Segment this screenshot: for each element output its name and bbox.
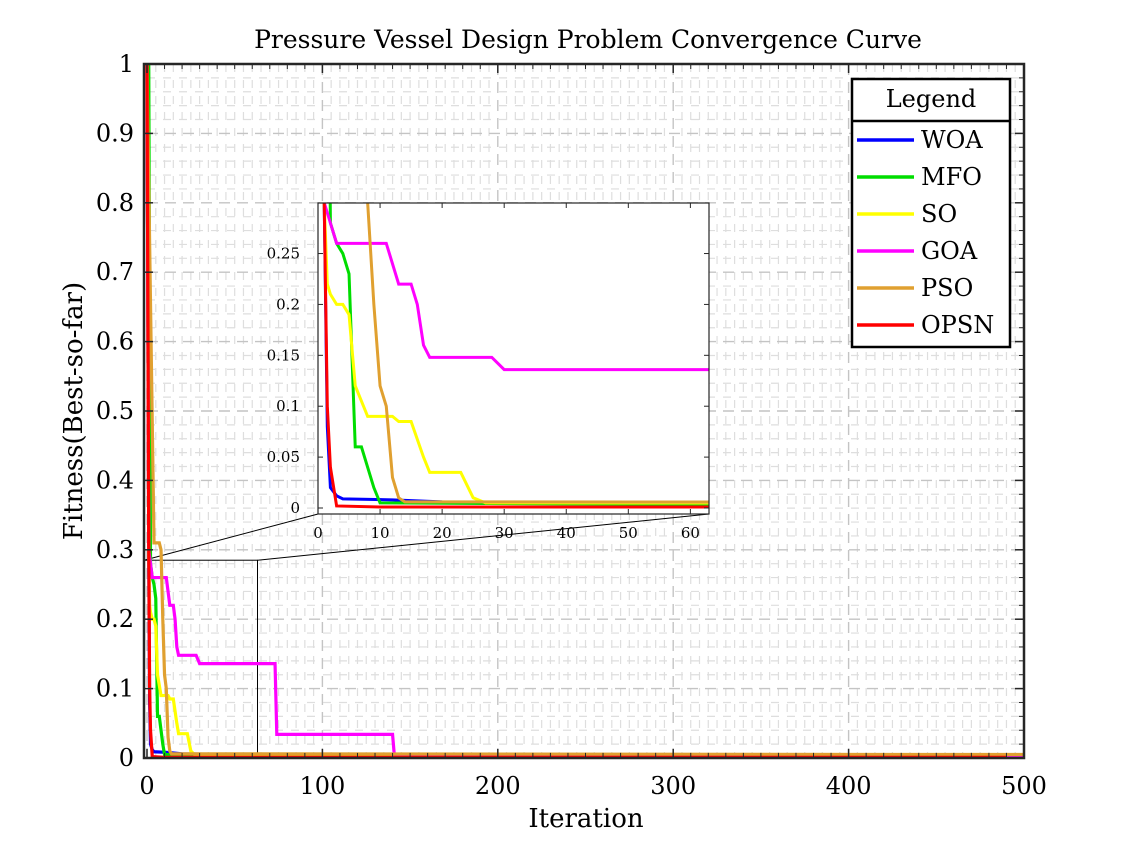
- inset-series-line-pso: [366, 203, 709, 504]
- y-axis-label: Fitness(Best-so-far): [59, 282, 89, 540]
- main-ticks: 0 100 200 300 400 50000.10.20.30.40.50.60.70.…: [96, 50, 1047, 800]
- legend-label-woa: WOA: [921, 126, 983, 154]
- inset-y-tick-label: 0.15: [267, 346, 300, 364]
- x-tick-label: 200: [475, 772, 521, 800]
- zoom-region: [143, 513, 710, 759]
- zoom-connector-right: [257, 513, 710, 561]
- legend-label-opsn: OPSN: [921, 311, 994, 339]
- x-tick-label: 100: [299, 772, 345, 800]
- inset-background: [318, 203, 709, 514]
- inset-x-tick-label: 30: [495, 524, 514, 542]
- inset-frame: [317, 202, 710, 515]
- x-tick-label: 500: [1001, 772, 1047, 800]
- x-tick-label: 400: [826, 772, 872, 800]
- x-axis-label: Iteration: [528, 804, 643, 834]
- inset-x-tick-label: 10: [371, 524, 390, 542]
- legend-label-mfo: MFO: [921, 163, 982, 191]
- inset-x-tick-label: 20: [433, 524, 452, 542]
- legend-title: Legend: [886, 85, 977, 113]
- inset-y-tick-label: 0.2: [276, 295, 300, 313]
- x-tick-label: 300: [650, 772, 696, 800]
- y-tick-label: 0.5: [96, 397, 134, 425]
- inset-ticks: 0 10 20 30 40 50 60 0 0.05 0.1 0.15 0.2 0.25: [267, 203, 709, 542]
- inset-series-line-so: [322, 203, 709, 505]
- y-tick-label: 0.9: [96, 119, 134, 147]
- inset-x-tick-label: 60: [681, 524, 700, 542]
- inset-series: [322, 203, 709, 509]
- inset-x-tick-label: 0: [313, 524, 323, 542]
- legend-label-pso: PSO: [921, 274, 973, 302]
- inset-x-tick-label: 40: [557, 524, 576, 542]
- y-tick-label: 0.6: [96, 328, 134, 356]
- series-line-pso: [145, 64, 1024, 757]
- zoom-connector-left: [143, 513, 319, 561]
- y-tick-label: 0.7: [96, 258, 134, 286]
- y-tick-label: 0.1: [96, 675, 134, 703]
- y-tick-label: 0.2: [96, 605, 134, 633]
- y-tick-label: 0.8: [96, 189, 134, 217]
- inset-series-line-opsn: [322, 203, 709, 509]
- y-tick-label: 1: [119, 50, 134, 78]
- inset-y-tick-label: 0.05: [267, 448, 300, 466]
- inset-x-tick-label: 50: [619, 524, 638, 542]
- inset-plot: 0 10 20 30 40 50 60 0 0.05 0.1 0.15 0.2 0.25: [267, 202, 710, 542]
- y-tick-label: 0: [119, 744, 134, 772]
- x-tick-label: 0: [139, 772, 154, 800]
- chart-title: Pressure Vessel Design Problem Convergen…: [254, 25, 922, 54]
- inset-y-tick-label: 0.25: [267, 245, 300, 263]
- legend: Legend WOA MFO SO GOA PSO OPSN: [850, 77, 1012, 349]
- inset-series-line-goa: [322, 203, 709, 372]
- y-tick-label: 0.3: [96, 536, 134, 564]
- inset-y-tick-label: 0: [290, 499, 300, 517]
- legend-label-so: SO: [921, 200, 957, 228]
- y-tick-label: 0.4: [96, 466, 134, 494]
- legend-label-goa: GOA: [921, 237, 978, 265]
- inset-y-tick-label: 0.1: [276, 397, 300, 415]
